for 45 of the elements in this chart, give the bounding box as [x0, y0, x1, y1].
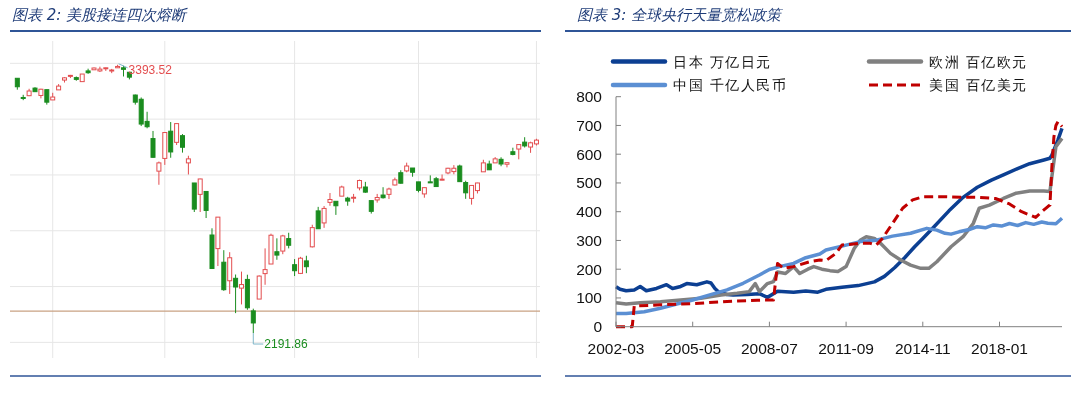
y-tick-label: 800	[576, 88, 603, 106]
candlestick	[197, 178, 203, 213]
candlestick	[174, 122, 180, 146]
x-tick-label: 2005-05	[664, 340, 722, 358]
annotation: 3393.52	[128, 62, 173, 77]
candlestick	[327, 192, 333, 207]
y-tick-label: 500	[576, 174, 603, 192]
candlestick	[256, 274, 262, 300]
x-tick-label: 2018-01	[971, 340, 1028, 358]
candlestick	[180, 133, 185, 154]
candlestick	[463, 180, 469, 200]
candlestick	[238, 271, 244, 305]
y-tick-label: 400	[576, 203, 603, 221]
chart-title: 图表 2: 美股接连四次熔断	[12, 6, 189, 24]
y-tick-label: 600	[576, 145, 603, 163]
candlestick	[150, 130, 156, 159]
x-tick-label: 2011-09	[818, 340, 874, 358]
candlestick	[262, 247, 268, 286]
candlestick	[321, 205, 327, 229]
candlestick	[233, 274, 239, 314]
x-tick-label: 2014-11	[894, 340, 951, 358]
x-tick-label: 2008-07	[740, 340, 798, 358]
candlestick	[439, 174, 445, 181]
candlestick	[315, 206, 321, 230]
line-series	[614, 216, 1064, 316]
legend-label: 欧洲 百亿欧元	[929, 53, 1028, 70]
candlestick	[380, 186, 386, 200]
y-tick-label: 100	[576, 289, 603, 307]
candlestick	[274, 237, 280, 261]
legend-label: 美国 百亿美元	[929, 77, 1028, 93]
candlestick	[203, 190, 209, 219]
candlestick	[333, 200, 339, 216]
y-tick-label: 200	[576, 260, 603, 278]
legend-label: 日本 万亿日元	[673, 53, 772, 70]
legend-label: 中国 千亿人民币	[673, 77, 788, 93]
y-tick-label: 700	[576, 116, 603, 134]
y-tick-label: 0	[593, 318, 603, 336]
y-tick-label: 300	[576, 231, 603, 249]
candlestick	[168, 121, 174, 159]
candlestick	[185, 155, 191, 175]
x-tick-label: 2002-03	[587, 340, 645, 358]
candlestick	[227, 251, 233, 295]
annotation: 2191.86	[264, 337, 308, 352]
candlestick	[250, 308, 256, 334]
chart-title: 图表 3: 全球央行天量宽松政策	[577, 6, 785, 24]
